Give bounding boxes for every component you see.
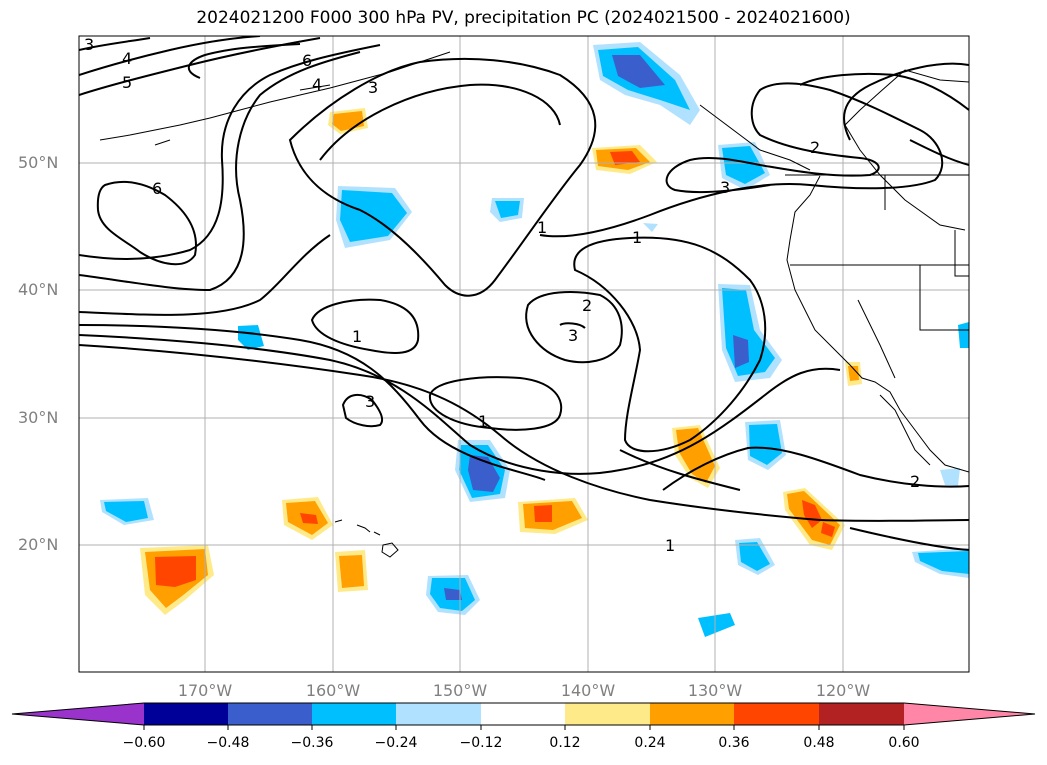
lat-label: 40°N (18, 280, 59, 299)
map-title: 2024021200 F000 300 hPa PV, precipitatio… (196, 8, 851, 28)
colorbar-segment (819, 703, 904, 725)
colorbar-tick-label: 0.12 (549, 735, 581, 751)
pv-label: 6 (302, 51, 312, 70)
colorbar-tick-label: 0.48 (803, 735, 835, 751)
precip-blob-blue-se (735, 538, 775, 575)
pv-label: 3 (368, 78, 378, 97)
colorbar-tick-label: 0.36 (718, 735, 750, 751)
precip-blob-orange-south (335, 550, 368, 592)
pv-contours (79, 36, 969, 551)
map-background (79, 36, 969, 672)
pv-label: 4 (312, 75, 322, 94)
pv-label: 4 (122, 49, 132, 68)
lon-label: 160°W (305, 681, 361, 700)
lon-label: 130°W (687, 681, 743, 700)
pv-label: 2 (910, 472, 920, 491)
colorbar-tick-label: 0.60 (888, 735, 920, 751)
colorbar-segment (312, 703, 397, 725)
lon-label: 140°W (560, 681, 616, 700)
precip-blob-north-orange (592, 145, 657, 174)
graticule (79, 36, 969, 672)
lon-label: 150°W (432, 681, 488, 700)
lon-label: 120°W (815, 681, 871, 700)
precip-blob-blue-east (745, 420, 786, 470)
pv-label: 2 (582, 296, 592, 315)
pv-labels: 3 4 5 6 6 4 3 1 1 2 3 3 2 1 1 1 2 3 (84, 35, 920, 555)
precip-blob-pacific-nw (718, 142, 770, 190)
colorbar-tick-label: −0.60 (122, 735, 166, 751)
precip-blob-small-1 (490, 198, 524, 222)
colorbar-segment (396, 703, 481, 725)
pv-label: 1 (478, 412, 488, 431)
lon-label: 170°W (177, 681, 233, 700)
colorbar-segment (144, 703, 229, 725)
colorbar (11, 702, 1036, 730)
pv-label: 1 (632, 228, 642, 247)
colorbar-extend-high (904, 703, 1035, 725)
precip-anomaly-layer (100, 42, 969, 637)
colorbar-segment (734, 703, 819, 725)
precip-blob-blue-west (100, 498, 154, 525)
colorbar-tick-label: −0.24 (374, 735, 418, 751)
colorbar-segment (481, 703, 566, 725)
precip-blob-tiny (643, 223, 960, 486)
pv-label: 6 (152, 179, 162, 198)
lat-label: 30°N (18, 408, 59, 427)
precip-blob-blue-far-se (912, 548, 969, 578)
pv-label: 1 (537, 218, 547, 237)
pv-label: 2 (810, 138, 820, 157)
precip-blob-orange-west (282, 497, 333, 540)
precip-blob-blue-south (426, 575, 480, 615)
colorbar-tick-label: −0.12 (459, 735, 503, 751)
precip-blob-orange-center (518, 498, 588, 534)
pv-label: 3 (84, 35, 94, 54)
map-frame (78, 35, 970, 673)
precip-blob-small-2 (238, 325, 264, 350)
precip-blob-bc-coast (593, 42, 700, 125)
precip-blob-socal (845, 362, 862, 386)
colorbar-tick-label: 0.24 (634, 735, 666, 751)
colorbar-segment (228, 703, 313, 725)
colorbar-segment (565, 703, 650, 725)
pv-label: 3 (568, 326, 578, 345)
pv-label: 5 (122, 73, 132, 92)
lat-label: 50°N (18, 153, 59, 172)
colorbar-extend-low (12, 703, 144, 725)
pv-label: 3 (720, 178, 730, 197)
lat-label: 20°N (18, 535, 59, 554)
pv-label: 3 (365, 392, 375, 411)
colorbar-segment (650, 703, 735, 725)
precip-blob-blue-sse (698, 613, 735, 637)
precip-blob-right-edge (958, 322, 969, 348)
precip-blob-orange-sw (140, 545, 214, 615)
pv-label: 1 (665, 536, 675, 555)
colorbar-tick-label: −0.48 (206, 735, 250, 751)
colorbar-tick-label: −0.36 (290, 735, 334, 751)
pv-label: 1 (352, 327, 362, 346)
